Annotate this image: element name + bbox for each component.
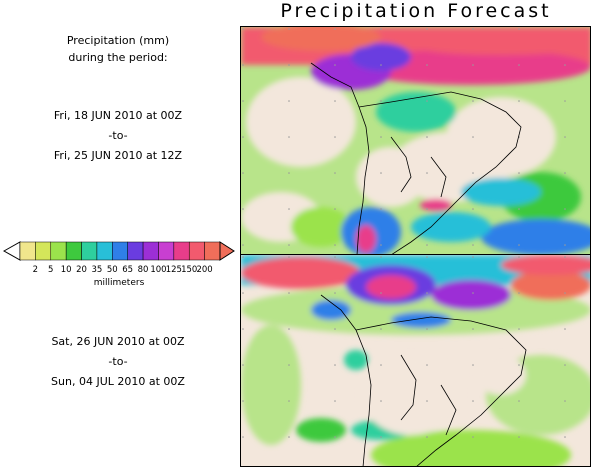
legend-swatch [19, 241, 36, 261]
legend-swatch [188, 241, 205, 261]
legend-units: millimeters [93, 278, 145, 288]
caption: Precipitation (mm) during the period: [0, 32, 236, 66]
legend-tick-label: 65 [122, 265, 134, 275]
legend-tick-label: 5 [48, 265, 54, 275]
caption-line-2: during the period: [68, 51, 168, 64]
legend-swatch [35, 241, 52, 261]
legend-swatch [142, 241, 159, 261]
period-1-separator: -to- [108, 129, 128, 142]
legend-tick-label: 35 [91, 265, 103, 275]
period-2-end: Sun, 04 JUL 2010 at 00Z [51, 375, 185, 388]
legend-tick-label: 50 [106, 265, 118, 275]
precip-map-1 [241, 27, 590, 254]
legend-tick-label: 125 [165, 265, 182, 275]
period-2-separator: -to- [108, 355, 128, 368]
period-1-end: Fri, 25 JUN 2010 at 12Z [53, 149, 183, 162]
legend-swatch [50, 241, 67, 261]
legend-swatch [81, 241, 98, 261]
legend-swatch [173, 241, 190, 261]
map-panel-period-2 [240, 254, 591, 467]
map-title: Precipitation Forecast [280, 0, 552, 22]
legend-tick-label: 2 [32, 265, 39, 275]
period-1-start: Fri, 18 JUN 2010 at 00Z [53, 109, 183, 122]
precip-map-2 [241, 255, 590, 466]
legend-swatch [112, 241, 128, 261]
legend-colorbar [2, 241, 235, 261]
legend-tick-label: 200 [196, 265, 213, 275]
legend-swatch [65, 241, 82, 261]
color-legend: 2 5 10 20 35 50 65 80 100 125 150 200 millimeters [0, 238, 238, 294]
legend-tick-label: 150 [181, 265, 198, 275]
legend-arrow-high [219, 241, 235, 261]
legend-arrow-low [2, 241, 21, 261]
legend-swatch [204, 241, 221, 261]
legend-tick-label: 20 [76, 265, 87, 275]
legend-tick-label: 80 [137, 265, 149, 275]
legend-tick-label: 100 [150, 265, 167, 275]
map-panel-period-1 [240, 26, 591, 255]
legend-swatch [127, 241, 144, 261]
period-1-text: Fri, 18 JUN 2010 at 00Z -to- Fri, 25 JUN… [0, 106, 236, 166]
period-2-start: Sat, 26 JUN 2010 at 00Z [51, 335, 185, 348]
legend-swatch [96, 241, 113, 261]
legend-swatch [158, 241, 175, 261]
period-2-text: Sat, 26 JUN 2010 at 00Z -to- Sun, 04 JUL… [0, 332, 236, 392]
legend-tick-label: 10 [60, 265, 72, 275]
caption-line-1: Precipitation (mm) [66, 34, 170, 47]
